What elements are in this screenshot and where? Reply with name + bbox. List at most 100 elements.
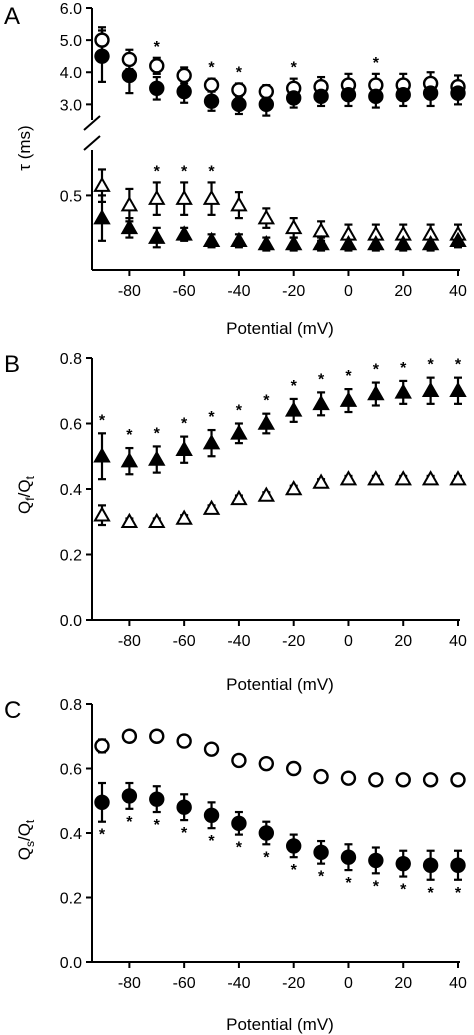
panel-a-upper-significance-star: * [373,55,380,72]
panel-c-y-title-sub-t: t [23,819,37,823]
panel-c-significance-star: * [99,827,106,844]
panel-a-upper-series-1-point [203,93,220,109]
panel-b-series-1-point [257,486,276,502]
panel-b-y-tick-label: 0.0 [60,613,82,630]
panel-a-upper-series-1-point [340,87,357,103]
panel-b-significance-star: * [154,425,161,442]
panel-b-y-title-sub-t: t [23,475,37,479]
panel-b-significance-star: * [373,362,380,379]
panel-a-lower-series-0-point [312,222,330,238]
panel-c-y-tick-label: 0.0 [60,955,82,972]
panel-c-series-1-point [176,799,192,815]
panel-c-series-0-point [340,770,357,786]
panel-a-upper-series-0-point [94,32,110,48]
panel-a-x-tick-label: 40 [449,283,467,300]
panel-a-lower-series-0-point [202,189,221,205]
panel-b-y-axis-title: Qf/Qt [15,475,37,514]
panel-b-series-0-point [148,450,166,466]
panel-c-series-0-point [203,741,220,757]
panel-a-upper-series-1-point [231,96,247,113]
panel-a-lower-series-1-point [394,235,412,251]
panel-a-upper-series-1-point [450,85,466,101]
panel-c-y-axis-title: Qs/Qt [15,819,37,860]
panel-c-series-1-point [258,825,275,841]
panel-a-upper-series-1-point [395,87,411,103]
panel-b-x-tick-label: -80 [118,633,141,650]
panel-b-x-tick-label: 40 [449,633,467,650]
panel-c-plot: 0.0 0.2 0.4 0.6 0.8 -80 -60 -40 -20 0 20 40 * * * * * * * *… [60,697,467,992]
panel-a-lower-series-1-point [175,225,193,241]
panel-b-significance-star: * [291,378,298,395]
panel-c-significance-star: * [263,849,270,866]
panel-c-x-tick-label: -60 [173,975,196,992]
panel-a-plot: 3.0 4.0 5.0 6.0 0.5 -80 -60 -40 -20 0 20 40 * * * * * * * * [60,1,467,300]
panel-c-significance-star: * [318,869,325,886]
panel-a-upper-series-0-point [258,83,275,100]
panel-b-series-1-point [312,473,330,489]
panel-c-series-0-point [422,772,439,788]
panel-c-x-tick-label: -20 [282,975,305,992]
panel-a-lower-series-1-point [93,209,111,225]
panel-c-y-title-sub-s: s [23,841,37,847]
panel-c-series-0-point [313,768,329,785]
panel-b-series-0-point [394,383,412,399]
panel-c-series-0-point [450,772,466,788]
panel-b-series-1-point [230,489,248,506]
panel-c-series-0-point [395,772,411,788]
panel-b-significance-star: * [427,357,434,374]
panel-c-significance-star: * [427,885,434,902]
panel-a-x-tick-label: -60 [173,283,196,300]
panel-a-axis-break-mark [83,115,101,131]
panel-a-lower-series-1-point [339,235,358,251]
panel-a-upper-significance-star: * [154,39,161,56]
panel-c-x-tick-label: 20 [394,975,412,992]
panel-c-series-1-point [121,788,138,804]
panel-c-series-0-point [94,738,110,754]
panel-c-series-1-point [94,794,110,811]
panel-b-series-0-point [367,385,385,401]
panel-b-series-1-point [449,470,467,486]
panel-b-significance-star: * [126,427,133,444]
panel-b-y-tick-label: 0.4 [60,482,82,499]
panel-c-x-axis-title: Potential (mV) [226,1015,334,1034]
panel-c-y-tick-label: 0.8 [60,697,82,714]
panel-a-upper-series-1-point [313,88,329,105]
panel-a-upper-series-1-point [149,80,165,97]
panel-b-significance-star: * [208,409,215,426]
panel-a-upper-significance-star: * [236,64,243,81]
panel-a-x-tick-label: -80 [118,283,141,300]
panel-a-lower-series-1-point [312,235,330,251]
panel-c-x-tick-label: -40 [227,975,250,992]
panel-c-significance-star: * [400,882,407,899]
panel-b-series-0-point [230,424,248,440]
panel-b-series-1-point [284,479,303,496]
panel-a-axis-break-mark [83,135,101,151]
panel-letter-c: C [4,697,21,724]
panel-c-significance-star: * [455,885,462,902]
panel-a-upper-y-tick-label: 4.0 [60,65,82,82]
panel-c-y-tick-label: 0.2 [60,891,82,908]
panel-a-lower-series-1-point [148,228,166,244]
panel-c-significance-star: * [345,875,352,892]
panel-b-series-1-point [339,470,358,486]
panel-c-x-tick-label: 40 [449,975,467,992]
panel-c-y-title-q: Q [15,847,34,860]
panel-b-series-0-point [312,394,330,411]
panel-c-series-1-point [450,857,466,873]
panel-a-upper-series-1-point [368,88,384,105]
panel-a-upper-series-1-point [94,48,110,64]
panel-c-series-1-point [340,849,357,865]
panel-b-series-0-point [339,391,358,407]
panel-b-series-1-point [148,512,166,528]
panel-a-lower-series-0-point [257,209,276,225]
panel-b-x-tick-label: -60 [173,633,196,650]
panel-a-upper-series-0-point [149,58,165,74]
panel-a-upper-series-1-point [258,96,275,113]
panel-b-y-tick-label: 0.6 [60,417,82,434]
panel-b-significance-star: * [318,371,325,388]
panel-a-lower-y-tick-label: 0.5 [60,188,82,205]
panel-a-upper-series-0-point [176,67,192,84]
panel-b-significance-star: * [99,412,106,429]
panel-b-series-0-point [257,414,276,430]
panel-c-y-tick-label: 0.6 [60,762,82,779]
